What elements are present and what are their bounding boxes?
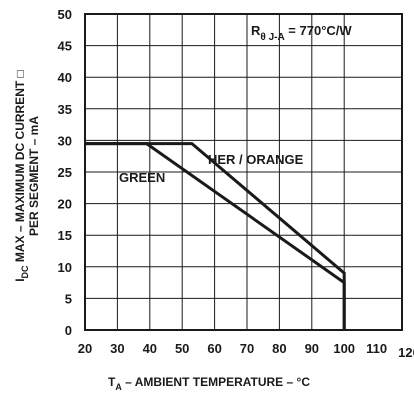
grid-lines — [85, 14, 402, 330]
y-tick-label: 35 — [58, 102, 72, 117]
x-tick-label: 30 — [110, 341, 124, 356]
y-tick-label: 15 — [58, 228, 72, 243]
y-tick-label: 45 — [58, 39, 72, 54]
x-tick-label: 110 — [366, 341, 387, 356]
x-tick-label: 100 — [333, 341, 355, 356]
y-tick-label: 30 — [58, 133, 72, 148]
y-tick-label: 20 — [58, 197, 72, 212]
x-tick-label: 20 — [78, 341, 92, 356]
plot-frame — [84, 13, 403, 331]
y-axis-label-line2: PER SEGMENT – mA — [27, 116, 41, 236]
series-line-her-orange — [85, 142, 346, 330]
y-tick-labels: 0 5 10 15 20 25 30 35 40 45 50 — [58, 7, 72, 338]
x-tick-label: 120 — [398, 345, 414, 360]
y-tick-label: 25 — [58, 165, 72, 180]
x-tick-label: 90 — [305, 341, 319, 356]
x-tick-label: 80 — [272, 341, 286, 356]
y-tick-label: 0 — [65, 323, 72, 338]
x-axis-label: TA – AMBIENT TEMPERATURE – °C — [108, 375, 310, 392]
y-tick-label: 10 — [58, 260, 72, 275]
x-tick-labels: 20 30 40 50 60 70 80 90 100 110 120 — [78, 341, 414, 360]
series-label-green: GREEN — [119, 170, 165, 185]
x-tick-label: 40 — [143, 341, 157, 356]
y-axis-label-line1: IDC MAX – MAXIMUM DC CURRENT □ — [13, 70, 30, 282]
y-tick-label: 50 — [58, 7, 72, 22]
x-tick-label: 50 — [175, 341, 189, 356]
series-label-her-orange: HER / ORANGE — [208, 152, 304, 167]
x-tick-label: 70 — [240, 341, 254, 356]
thermal-resistance-annotation: Rθ J-A = 770°C/W — [251, 23, 352, 43]
series-lines — [85, 142, 346, 330]
y-axis-label: IDC MAX – MAXIMUM DC CURRENT □ PER SEGME… — [13, 70, 41, 282]
y-tick-label: 40 — [58, 70, 72, 85]
x-tick-label: 60 — [207, 341, 221, 356]
y-tick-label: 5 — [65, 291, 72, 306]
